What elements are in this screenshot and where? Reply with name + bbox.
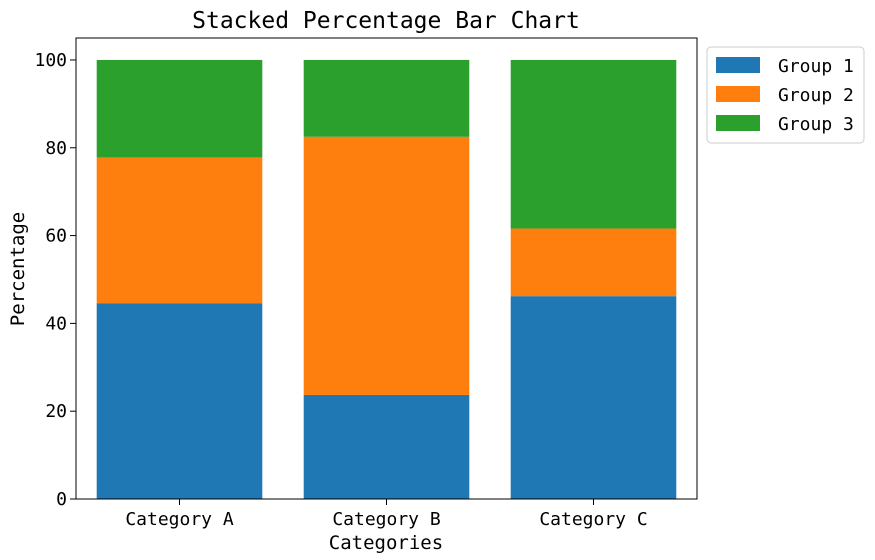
y-tick-label: 60 — [45, 226, 67, 247]
bar-3-group-2 — [510, 228, 677, 297]
bar-3-group-3 — [510, 59, 677, 229]
y-tick-label: 20 — [45, 401, 67, 422]
bar-1-group-1 — [96, 303, 263, 499]
bar-3-group-1 — [510, 296, 677, 499]
legend-label: Group 2 — [778, 85, 854, 106]
y-axis-label: Percentage — [7, 212, 29, 326]
legend-swatch — [716, 115, 760, 131]
bar-1-group-3 — [96, 59, 263, 158]
legend-swatch — [716, 57, 760, 73]
y-tick-label: 0 — [56, 489, 67, 510]
x-tick-label: Category B — [332, 509, 440, 530]
bar-2-group-2 — [303, 136, 470, 395]
y-tick-label: 80 — [45, 138, 67, 159]
legend: Group 1 Group 2 Group 3 — [706, 46, 865, 144]
x-tick-label: Category A — [125, 509, 234, 530]
legend-label: Group 3 — [778, 114, 854, 135]
legend-label: Group 1 — [778, 56, 854, 77]
legend-swatch — [716, 86, 760, 102]
plot-frame — [75, 37, 698, 500]
bar-1-group-2 — [96, 157, 263, 304]
bars-group — [96, 59, 677, 499]
chart-title: Stacked Percentage Bar Chart — [192, 8, 580, 34]
x-axis: Category A Category B Category C — [125, 499, 648, 530]
y-tick-label: 40 — [45, 313, 67, 334]
x-axis-label: Categories — [329, 532, 443, 554]
bar-2-group-1 — [303, 394, 470, 499]
x-tick-label: Category C — [539, 509, 647, 530]
bar-2-group-3 — [303, 59, 470, 137]
y-axis: 0 20 40 60 80 100 — [34, 50, 76, 510]
y-tick-label: 100 — [34, 50, 67, 71]
